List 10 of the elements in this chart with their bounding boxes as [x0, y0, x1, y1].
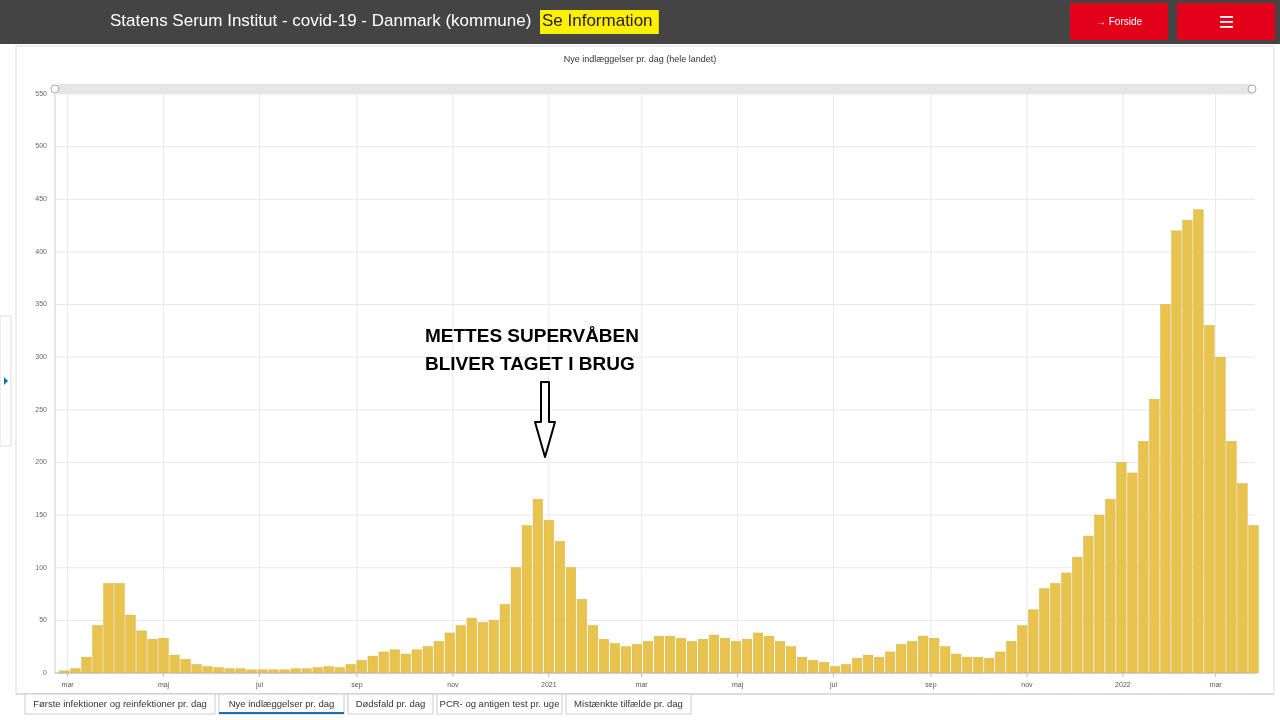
text: Mistænkte tilfælde pr. dag [574, 697, 683, 709]
text: Dødsfald pr. dag [355, 697, 426, 709]
text: Se Information [542, 11, 653, 31]
text: → Forside [1095, 15, 1143, 27]
annotation: METTES SUPERVÅBEN BLIVER TAGET I BRUG [425, 325, 639, 374]
text: Første infektioner og reinfektioner pr. dag [33, 697, 207, 709]
chart-title: Nye indlæggelser pr. dag (hele landet) [563, 54, 717, 64]
text: Nye indlæggelser pr. dag [228, 697, 335, 709]
text: PCR- og antigen test pr. uge [439, 697, 560, 709]
text: Statens Serum Institut - covid-19 - Danmark (kommune) [110, 11, 532, 31]
